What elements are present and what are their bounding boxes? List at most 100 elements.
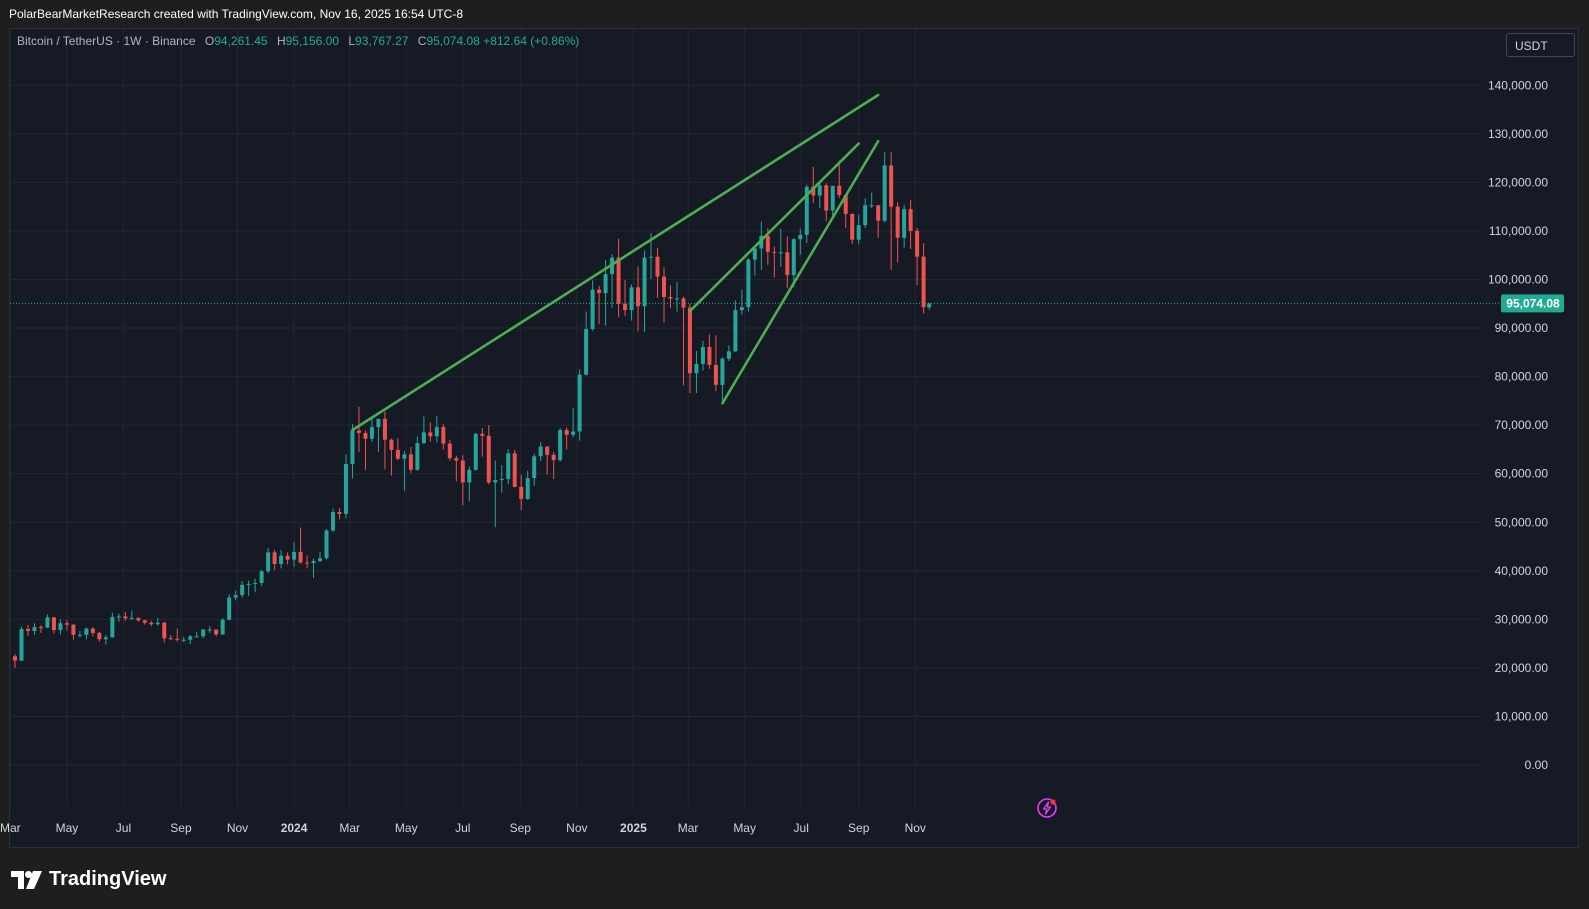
change-value: +812.64 (+0.86%) <box>483 34 580 48</box>
price-axis-label: 90,000.00 <box>1495 321 1549 335</box>
ohlc-legend: Bitcoin / TetherUS · 1W · Binance O94,26… <box>17 34 579 48</box>
candle-body <box>175 638 180 640</box>
price-axis-label: 30,000.00 <box>1495 612 1549 626</box>
candle-body <box>45 617 50 628</box>
candle-body <box>58 623 63 631</box>
candle-body <box>103 637 108 640</box>
candle-body <box>493 480 498 483</box>
candle-body <box>292 551 297 560</box>
candle-body <box>655 256 660 277</box>
time-axis-label: Jul <box>116 821 131 835</box>
candle-body <box>356 430 361 433</box>
time-axis-label: Nov <box>566 821 587 835</box>
candle-body <box>155 622 160 625</box>
candle-body <box>519 486 524 499</box>
candle-body <box>590 289 595 330</box>
candle-body <box>921 256 926 308</box>
brand-name: TradingView <box>49 868 167 890</box>
candle-body <box>110 616 115 638</box>
candle-body <box>369 427 374 439</box>
candle-body <box>752 248 757 260</box>
price-axis-label: 70,000.00 <box>1495 418 1549 432</box>
candle-body <box>681 298 686 308</box>
low-value: 93,767.27 <box>355 34 409 48</box>
candle-body <box>869 205 874 207</box>
candle-body <box>564 430 569 435</box>
price-axis-label: 130,000.00 <box>1488 127 1548 141</box>
candle-body <box>97 632 102 640</box>
candle-body <box>908 209 913 231</box>
candle-body <box>194 636 199 638</box>
candle-body <box>460 460 465 483</box>
price-axis-label: 60,000.00 <box>1495 467 1549 481</box>
candle-body <box>395 449 400 459</box>
candle-body <box>707 346 712 365</box>
candle-body <box>227 597 232 620</box>
candle-body <box>201 629 206 637</box>
candle-body <box>571 431 576 435</box>
open-label: O <box>204 34 215 48</box>
candle-body <box>512 453 517 487</box>
time-axis-label: May <box>56 821 79 835</box>
candle-body <box>694 363 699 374</box>
candle-body <box>441 427 446 444</box>
candle-body <box>246 583 251 585</box>
candle-body <box>38 627 43 629</box>
price-axis-label: 140,000.00 <box>1488 78 1548 92</box>
open-value: 94,261.45 <box>214 34 268 48</box>
time-axis-label: Nov <box>227 821 248 835</box>
high-value: 95,156.00 <box>285 34 340 48</box>
candle-body <box>927 303 932 308</box>
currency-button[interactable]: USDT <box>1506 33 1575 57</box>
candle-body <box>298 551 303 563</box>
candle-body <box>486 435 491 483</box>
candle-body <box>668 296 673 299</box>
price-axis-label: 10,000.00 <box>1495 709 1549 723</box>
candle-body <box>863 205 868 226</box>
candle-body <box>538 446 543 457</box>
time-axis-label: Jul <box>794 821 809 835</box>
candle-body <box>32 627 37 632</box>
candle-body <box>616 257 621 304</box>
last-price-label: 95,074.08 <box>1506 296 1560 310</box>
candle-body <box>129 617 134 619</box>
candle-body <box>467 469 472 483</box>
candle-body <box>817 185 822 196</box>
candle-body <box>285 555 290 560</box>
candle-body <box>746 259 751 308</box>
candle-body <box>90 628 95 633</box>
candle-body <box>700 346 705 364</box>
candle-body <box>324 530 329 559</box>
candle-body <box>311 561 316 564</box>
candle-body <box>266 552 271 572</box>
candle-body <box>662 276 666 297</box>
candle-body <box>447 443 452 459</box>
candle-body <box>13 656 17 661</box>
candle-body <box>279 555 284 565</box>
last-price-tag <box>1501 294 1564 313</box>
candle-body <box>895 206 900 238</box>
candle-body <box>337 512 342 514</box>
symbol-label[interactable]: Bitcoin / TetherUS · 1W · Binance <box>17 34 196 48</box>
time-axis-label: Jul <box>455 821 470 835</box>
candle-body <box>168 638 173 640</box>
lightning-alert-icon[interactable] <box>1036 797 1058 819</box>
candle-body <box>759 235 764 249</box>
candle-body <box>778 252 783 254</box>
candle-body <box>181 639 186 641</box>
candle-body <box>136 617 141 621</box>
candle-body <box>350 430 355 464</box>
candle-body <box>772 251 777 253</box>
candle-body <box>454 458 459 461</box>
footer-bar <box>0 848 1589 909</box>
header-bar: PolarBearMarketResearch created with Tra… <box>0 0 1589 28</box>
candle-body <box>415 443 420 470</box>
candle-body <box>584 329 589 375</box>
brand[interactable]: TradingView <box>11 868 166 891</box>
candle-body <box>733 310 738 352</box>
price-axis-label: 120,000.00 <box>1488 175 1548 189</box>
candle-body <box>162 622 167 639</box>
time-axis-label: Mar <box>678 821 699 835</box>
close-value: 95,074.08 <box>426 34 480 48</box>
